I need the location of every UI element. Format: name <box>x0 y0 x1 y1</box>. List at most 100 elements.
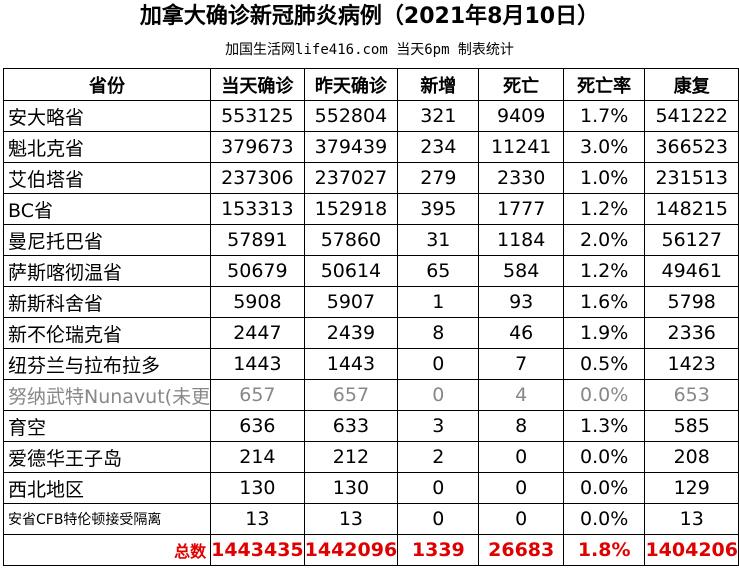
table-cell: 237027 <box>303 162 399 194</box>
table-cell: 8 <box>478 410 564 442</box>
table-cell: 1 <box>397 286 480 318</box>
table-cell: 0 <box>397 503 480 535</box>
header-row: 省份 当天确诊 昨天确诊 新增 死亡 死亡率 康复 <box>2 68 739 101</box>
column-header: 昨天确诊 <box>303 68 399 101</box>
table-cell: 0.0% <box>562 472 646 504</box>
subtitle: 加国生活网life416.com 当天6pm 制表统计 <box>225 42 514 58</box>
table-row: 魁北克省 379673 379439 234 11241 3.0% 366523 <box>2 131 739 163</box>
table-cell: 237306 <box>210 162 305 194</box>
table-cell: 0.0% <box>562 379 646 411</box>
table-row: 纽芬兰与拉布拉多 1443 1443 0 7 0.5% 1423 <box>2 348 739 380</box>
table-row: 努纳武特Nunavut(未更 657 657 0 4 0.0% 653 <box>2 379 739 411</box>
table-cell: 49461 <box>644 255 739 287</box>
table-cell: 46 <box>478 317 564 349</box>
total-cell: 1339 <box>397 534 480 566</box>
table-cell: 1777 <box>478 193 564 225</box>
table-cell: 379439 <box>303 131 399 163</box>
column-header: 死亡率 <box>562 68 646 101</box>
table-cell: 366523 <box>644 131 739 163</box>
table-cell: 3 <box>397 410 480 442</box>
table-cell: 130 <box>303 472 399 504</box>
table-cell: 曼尼托巴省 <box>2 224 212 256</box>
table-cell: 208 <box>644 441 739 473</box>
table-cell: 0 <box>478 503 564 535</box>
table-cell: 3.0% <box>562 131 646 163</box>
table-cell: 8 <box>397 317 480 349</box>
table-cell: 5907 <box>303 286 399 318</box>
table-cell: 爱德华王子岛 <box>2 441 212 473</box>
table-cell: 1443 <box>210 348 305 380</box>
table-cell: 0 <box>478 441 564 473</box>
column-header: 省份 <box>2 68 212 101</box>
table-cell: 安省CFB特伦顿接受隔离 <box>2 503 212 535</box>
table-row: 育空 636 633 3 8 1.3% 585 <box>2 410 739 442</box>
table-cell: 1443 <box>303 348 399 380</box>
table-cell: 艾伯塔省 <box>2 162 212 194</box>
table-cell: 57860 <box>303 224 399 256</box>
table-row: 爱德华王子岛 214 212 2 0 0.0% 208 <box>2 441 739 473</box>
column-header: 死亡 <box>478 68 564 101</box>
table-cell: 0.0% <box>562 503 646 535</box>
table-cell: 2.0% <box>562 224 646 256</box>
table-cell: 0.0% <box>562 441 646 473</box>
table: 省份 当天确诊 昨天确诊 新增 死亡 死亡率 康复 安大略省 553125 552804 321 9… <box>2 68 739 566</box>
table-cell: 1423 <box>644 348 739 380</box>
table-cell: 234 <box>397 131 480 163</box>
table-cell: 2336 <box>644 317 739 349</box>
table-cell: 2447 <box>210 317 305 349</box>
table-cell: 1.2% <box>562 255 646 287</box>
table-cell: 633 <box>303 410 399 442</box>
table-cell: 212 <box>303 441 399 473</box>
table-cell: 4 <box>478 379 564 411</box>
table-cell: 129 <box>644 472 739 504</box>
total-cell: 26683 <box>478 534 564 566</box>
table-cell: 130 <box>210 472 305 504</box>
total-cell: 1.8% <box>562 534 646 566</box>
table-cell: 2 <box>397 441 480 473</box>
table-row: 西北地区 130 130 0 0 0.0% 129 <box>2 472 739 504</box>
table-cell: 13 <box>210 503 305 535</box>
table-cell: 65 <box>397 255 480 287</box>
table-cell: 1.2% <box>562 193 646 225</box>
table-cell: 0 <box>397 348 480 380</box>
total-cell: 1442096 <box>303 534 399 566</box>
table-cell: 13 <box>644 503 739 535</box>
table-cell: 57891 <box>210 224 305 256</box>
table-cell: 279 <box>397 162 480 194</box>
table-cell: 395 <box>397 193 480 225</box>
table-cell: 148215 <box>644 193 739 225</box>
table-cell: 0 <box>397 379 480 411</box>
table-cell: 11241 <box>478 131 564 163</box>
table-cell: 1.0% <box>562 162 646 194</box>
table-cell: 新不伦瑞克省 <box>2 317 212 349</box>
table-body: 安大略省 553125 552804 321 9409 1.7% 541222 魁北克省 379… <box>2 100 739 566</box>
table-cell: 1.3% <box>562 410 646 442</box>
table-cell: 0 <box>397 472 480 504</box>
column-header: 康复 <box>644 68 739 101</box>
table-cell: 657 <box>303 379 399 411</box>
table-cell: 2439 <box>303 317 399 349</box>
table-cell: 魁北克省 <box>2 131 212 163</box>
table-cell: 585 <box>644 410 739 442</box>
table-cell: 13 <box>303 503 399 535</box>
table-row: 安省CFB特伦顿接受隔离 13 13 0 0 0.0% 13 <box>2 503 739 535</box>
table-cell: 50679 <box>210 255 305 287</box>
table-cell: 56127 <box>644 224 739 256</box>
table-cell: 231513 <box>644 162 739 194</box>
table-cell: 152918 <box>303 193 399 225</box>
table-cell: 1.7% <box>562 100 646 132</box>
table-cell: 5908 <box>210 286 305 318</box>
table-cell: 321 <box>397 100 480 132</box>
table-cell: 584 <box>478 255 564 287</box>
column-header: 新增 <box>397 68 480 101</box>
total-cell: 1404206 <box>644 534 739 566</box>
table-cell: 1.6% <box>562 286 646 318</box>
table-cell: 214 <box>210 441 305 473</box>
total-row: 总数 1443435 1442096 1339 26683 1.8% 1404206 <box>2 534 739 566</box>
table-cell: 2330 <box>478 162 564 194</box>
table-row: 新不伦瑞克省 2447 2439 8 46 1.9% 2336 <box>2 317 739 349</box>
table-cell: 379673 <box>210 131 305 163</box>
table-cell: 萨斯喀彻温省 <box>2 255 212 287</box>
table-row: 艾伯塔省 237306 237027 279 2330 1.0% 231513 <box>2 162 739 194</box>
